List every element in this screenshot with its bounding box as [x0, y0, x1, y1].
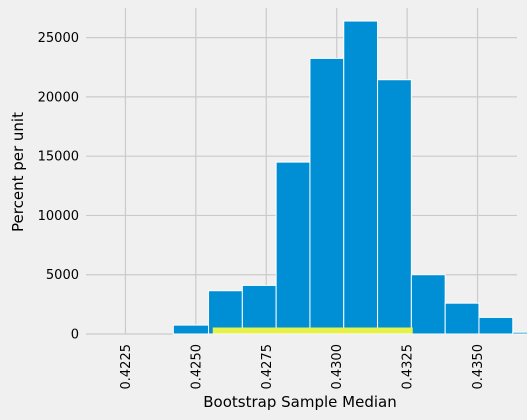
x-tick-label: 0.4325 [401, 344, 416, 390]
x-tick-label: 0.4300 [330, 344, 345, 390]
y-tick-label: 10000 [38, 209, 79, 224]
y-tick-label: 5000 [46, 268, 79, 283]
histogram-bar [512, 331, 527, 335]
y-tick-label: 15000 [38, 150, 79, 165]
histogram-bar [444, 302, 480, 335]
bars [172, 20, 527, 335]
y-tick-labels: 0 5000 10000 15000 20000 25000 [38, 31, 79, 342]
x-tick-label: 0.4275 [260, 344, 275, 390]
y-axis-label: Percent per unit [9, 112, 27, 232]
y-tick-label: 0 [71, 328, 79, 343]
histogram-bar [377, 79, 412, 335]
histogram-bar [172, 324, 210, 335]
y-tick-label: 20000 [38, 90, 79, 105]
histogram-bar [478, 316, 514, 335]
x-tick-labels: 0.4225 0.4250 0.4275 0.4300 0.4325 0.4350 [119, 344, 486, 390]
x-axis-label: Bootstrap Sample Median [203, 393, 396, 411]
histogram-bar [309, 57, 345, 335]
histogram-bar [241, 284, 277, 335]
histogram-bar [410, 274, 446, 335]
y-tick-label: 25000 [38, 31, 79, 46]
histogram-bar [275, 161, 311, 335]
x-tick-label: 0.4350 [471, 344, 486, 390]
x-tick-label: 0.4250 [189, 344, 204, 390]
histogram-bar [343, 20, 379, 335]
x-tick-label: 0.4225 [119, 344, 134, 390]
